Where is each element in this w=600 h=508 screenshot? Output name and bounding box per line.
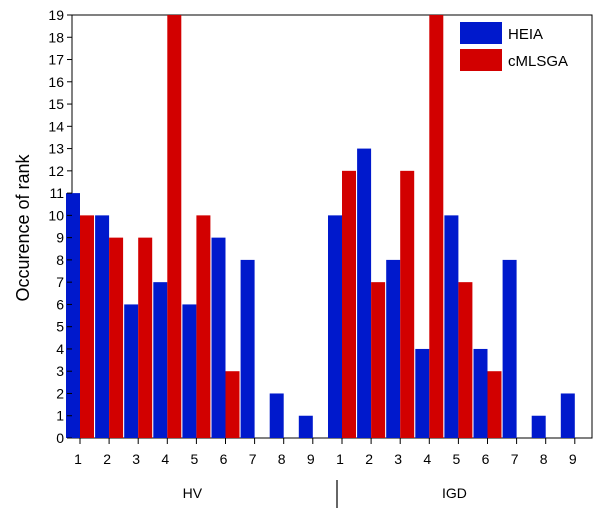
x-tick-label: 1: [336, 451, 344, 467]
legend-swatch-cmlsga: [460, 49, 502, 71]
x-tick-label: 9: [307, 451, 315, 467]
bar-igd-heia-7: [502, 259, 517, 438]
y-axis-title: Occurence of rank: [13, 153, 33, 301]
x-tick-label: 6: [220, 451, 228, 467]
group-labels: HV IGD: [183, 480, 467, 508]
bar-igd-heia-3: [386, 259, 401, 438]
bar-igd-heia-8: [531, 415, 546, 438]
bar-hv-cmlsga-3: [138, 237, 153, 438]
legend-label-heia: HEIA: [508, 26, 543, 43]
y-tick-label: 13: [48, 141, 64, 157]
bar-igd-heia-9: [560, 393, 575, 438]
bar-hv-cmlsga-4: [167, 15, 182, 438]
x-tick-label: 3: [132, 451, 140, 467]
y-tick-label: 1: [56, 408, 64, 424]
y-tick-label: 16: [48, 74, 64, 90]
x-tick-label: 2: [365, 451, 373, 467]
bar-igd-heia-2: [357, 148, 372, 438]
x-tick-label: 1: [74, 451, 82, 467]
y-tick-label: 0: [56, 430, 64, 446]
x-tick-label: 8: [278, 451, 286, 467]
legend-swatch-heia: [460, 22, 502, 44]
x-tick-label: 2: [103, 451, 111, 467]
x-tick-label: 5: [453, 451, 461, 467]
y-tick-label: 19: [48, 7, 64, 23]
bar-hv-cmlsga-6: [225, 371, 240, 438]
y-tick-label: 4: [56, 341, 64, 357]
y-tick-label: 3: [56, 363, 64, 379]
bar-hv-heia-2: [95, 215, 110, 438]
x-tick-label: 6: [482, 451, 490, 467]
y-tick-label: 7: [56, 274, 64, 290]
bar-igd-cmlsga-1: [342, 170, 356, 438]
y-tick-label: 11: [49, 185, 64, 201]
legend: HEIA cMLSGA: [460, 22, 568, 71]
bar-hv-cmlsga-5: [196, 215, 211, 438]
x-tick-label: 3: [394, 451, 402, 467]
y-tick-label: 9: [56, 230, 64, 246]
bar-igd-cmlsga-6: [487, 371, 502, 438]
bar-hv-heia-9: [298, 415, 313, 438]
bar-hv-heia-3: [124, 304, 139, 438]
y-tick-label: 2: [56, 385, 64, 401]
y-tick-label: 8: [56, 252, 64, 268]
y-tick-label: 12: [48, 163, 64, 179]
y-tick-label: 14: [48, 118, 64, 134]
bar-hv-heia-5: [182, 304, 197, 438]
x-tick-label: 4: [161, 451, 169, 467]
x-tick-label: 5: [191, 451, 199, 467]
bar-igd-cmlsga-2: [371, 282, 386, 438]
y-tick-label: 17: [48, 52, 64, 68]
bars-layer: [66, 15, 575, 438]
y-tick-label: 18: [48, 29, 64, 45]
x-tick-label: 8: [540, 451, 548, 467]
bar-hv-heia-7: [240, 259, 255, 438]
bar-hv-cmlsga-1: [80, 215, 94, 438]
legend-label-cmlsga: cMLSGA: [508, 53, 568, 70]
bar-hv-cmlsga-2: [109, 237, 124, 438]
x-tick-label: 9: [569, 451, 577, 467]
y-tick-label: 6: [56, 296, 64, 312]
group-label-igd: IGD: [442, 485, 467, 501]
bar-igd-heia-5: [444, 215, 459, 438]
x-tick-label: 4: [423, 451, 431, 467]
bar-igd-heia-1: [328, 215, 342, 438]
bar-hv-heia-4: [153, 282, 168, 438]
group-label-hv: HV: [183, 485, 203, 501]
bar-hv-heia-6: [211, 237, 226, 438]
bar-hv-heia-8: [269, 393, 284, 438]
bar-igd-cmlsga-5: [458, 282, 473, 438]
bar-igd-cmlsga-4: [429, 15, 444, 438]
x-tick-label: 7: [511, 451, 519, 467]
y-tick-label: 5: [56, 319, 64, 335]
y-tick-label: 10: [48, 207, 64, 223]
x-tick-label: 7: [249, 451, 257, 467]
bar-igd-heia-6: [473, 348, 488, 438]
bar-igd-cmlsga-3: [400, 170, 415, 438]
bar-igd-heia-4: [415, 348, 430, 438]
y-tick-label: 15: [48, 96, 64, 112]
bar-hv-heia-1: [66, 193, 80, 438]
x-axis-ticks: 1 2 3 4 5 6 7 8 9 1 2 3 4 5 6 7 8 9: [74, 438, 577, 467]
